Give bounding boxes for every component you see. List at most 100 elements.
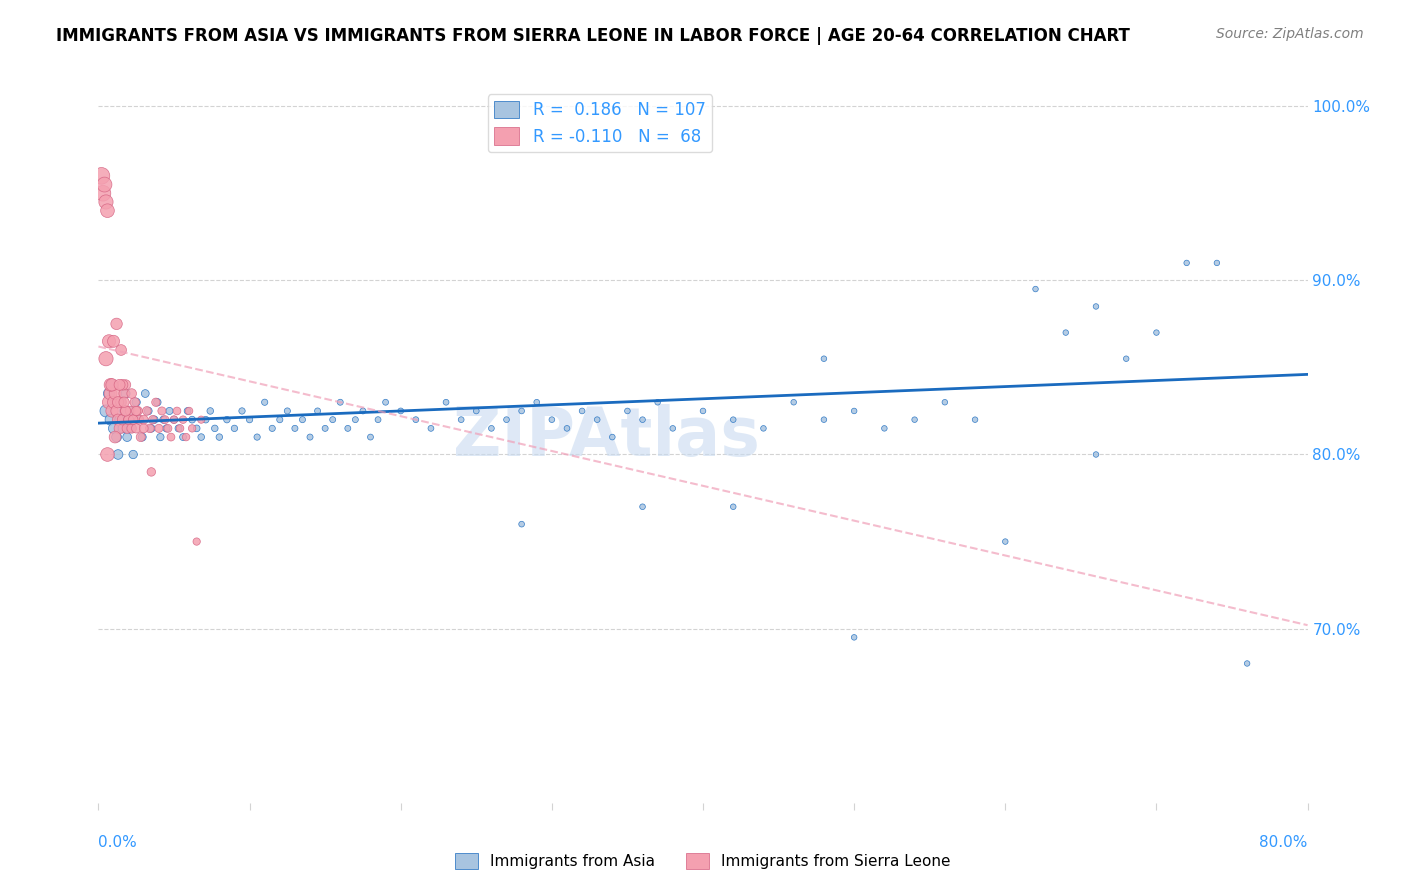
Text: ZIPAtlas: ZIPAtlas xyxy=(453,404,759,470)
Point xyxy=(150,404,173,418)
Point xyxy=(111,412,134,426)
Point xyxy=(100,377,122,392)
Point xyxy=(142,412,165,426)
Point xyxy=(128,412,150,426)
Point xyxy=(526,395,548,409)
Point xyxy=(322,412,344,426)
Point xyxy=(186,421,208,435)
Point xyxy=(107,395,129,409)
Point xyxy=(1085,300,1108,314)
Point xyxy=(121,421,143,435)
Point xyxy=(166,404,188,418)
Point xyxy=(186,534,208,549)
Point xyxy=(1144,326,1167,340)
Point xyxy=(336,421,359,435)
Point xyxy=(616,404,638,418)
Point xyxy=(114,404,136,418)
Point xyxy=(783,395,806,409)
Point xyxy=(194,412,217,426)
Legend: R =  0.186   N = 107, R = -0.110   N =  68: R = 0.186 N = 107, R = -0.110 N = 68 xyxy=(488,95,713,153)
Point xyxy=(114,386,136,401)
Point xyxy=(103,395,125,409)
Point xyxy=(571,404,593,418)
Point xyxy=(101,377,124,392)
Point xyxy=(127,404,149,418)
Point xyxy=(1054,326,1077,340)
Point xyxy=(125,421,148,435)
Point xyxy=(873,421,896,435)
Point xyxy=(120,404,142,418)
Point xyxy=(291,412,314,426)
Point xyxy=(141,421,163,435)
Text: IMMIGRANTS FROM ASIA VS IMMIGRANTS FROM SIERRA LEONE IN LABOR FORCE | AGE 20-64 : IMMIGRANTS FROM ASIA VS IMMIGRANTS FROM … xyxy=(56,27,1130,45)
Point xyxy=(495,412,517,426)
Point xyxy=(93,178,115,192)
Point xyxy=(110,395,132,409)
Point xyxy=(98,334,121,349)
Point xyxy=(107,412,129,426)
Point xyxy=(135,404,157,418)
Point xyxy=(224,421,246,435)
Point xyxy=(121,386,143,401)
Point xyxy=(112,404,135,418)
Point xyxy=(104,430,127,444)
Point xyxy=(145,395,167,409)
Point xyxy=(965,412,987,426)
Point xyxy=(115,430,138,444)
Point xyxy=(844,404,866,418)
Point xyxy=(555,421,578,435)
Point xyxy=(190,430,212,444)
Point xyxy=(179,404,201,418)
Point xyxy=(389,404,412,418)
Point xyxy=(631,500,654,514)
Point xyxy=(153,412,176,426)
Point xyxy=(284,421,307,435)
Point xyxy=(586,412,609,426)
Point xyxy=(148,421,170,435)
Point xyxy=(131,430,153,444)
Point xyxy=(124,395,146,409)
Point xyxy=(122,412,145,426)
Point xyxy=(149,430,172,444)
Point xyxy=(1115,351,1137,366)
Point xyxy=(134,386,156,401)
Point xyxy=(115,421,138,435)
Point xyxy=(111,421,134,435)
Point xyxy=(96,203,118,218)
Point xyxy=(108,421,131,435)
Point xyxy=(122,448,145,462)
Point xyxy=(465,404,488,418)
Point xyxy=(190,412,212,426)
Point xyxy=(105,317,128,331)
Point xyxy=(176,404,198,418)
Point xyxy=(540,412,562,426)
Point xyxy=(90,169,112,183)
Point xyxy=(163,412,186,426)
Point xyxy=(91,830,114,845)
Point xyxy=(118,412,141,426)
Point xyxy=(155,421,177,435)
Point xyxy=(159,404,181,418)
Point xyxy=(172,430,194,444)
Point xyxy=(118,412,141,426)
Point xyxy=(723,412,745,426)
Point xyxy=(169,421,191,435)
Point xyxy=(108,377,131,392)
Point xyxy=(481,421,503,435)
Point xyxy=(100,412,122,426)
Point xyxy=(100,386,122,401)
Point xyxy=(307,404,329,418)
Point xyxy=(934,395,956,409)
Text: Source: ZipAtlas.com: Source: ZipAtlas.com xyxy=(1216,27,1364,41)
Point xyxy=(139,421,162,435)
Point xyxy=(994,534,1017,549)
Point xyxy=(602,430,624,444)
Point xyxy=(231,404,253,418)
Point xyxy=(114,404,136,418)
Point xyxy=(181,421,204,435)
Point xyxy=(314,421,336,435)
Point xyxy=(146,395,169,409)
Point xyxy=(156,421,179,435)
Point xyxy=(239,412,262,426)
Point xyxy=(94,194,117,209)
